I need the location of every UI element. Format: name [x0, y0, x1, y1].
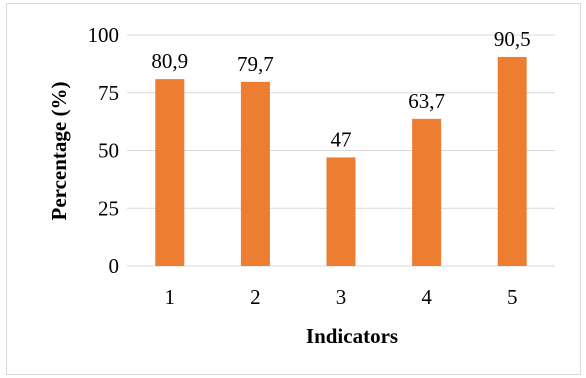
y-tick-labels: 0 25 50 75 100: [88, 23, 120, 278]
x-tick-labels: 1 2 3 4 5: [165, 285, 518, 309]
y-tick-label: 75: [98, 81, 119, 105]
x-tick-label: 2: [250, 285, 261, 309]
data-label: 47: [331, 127, 352, 151]
bar: [412, 118, 442, 266]
y-axis-title: Percentage (%): [47, 82, 71, 221]
bars: [155, 56, 527, 266]
x-tick-label: 3: [336, 285, 347, 309]
y-tick-label: 25: [98, 196, 119, 220]
data-labels: 80,9 79,7 47 63,7 90,5: [151, 27, 530, 151]
y-tick-label: 100: [88, 23, 120, 47]
data-label: 90,5: [494, 27, 531, 51]
chart-frame: [6, 3, 581, 375]
y-tick-label: 0: [109, 254, 120, 278]
y-tick-label: 50: [98, 139, 119, 163]
x-axis-title: Indicators: [306, 324, 398, 348]
data-label: 63,7: [408, 89, 445, 113]
data-label: 79,7: [237, 52, 274, 76]
bar: [155, 79, 185, 266]
data-label: 80,9: [151, 49, 188, 73]
bar: [497, 56, 527, 266]
x-tick-label: 5: [507, 285, 518, 309]
x-tick-label: 4: [421, 285, 432, 309]
x-tick-label: 1: [165, 285, 176, 309]
bar: [326, 157, 356, 266]
bar: [240, 81, 270, 266]
